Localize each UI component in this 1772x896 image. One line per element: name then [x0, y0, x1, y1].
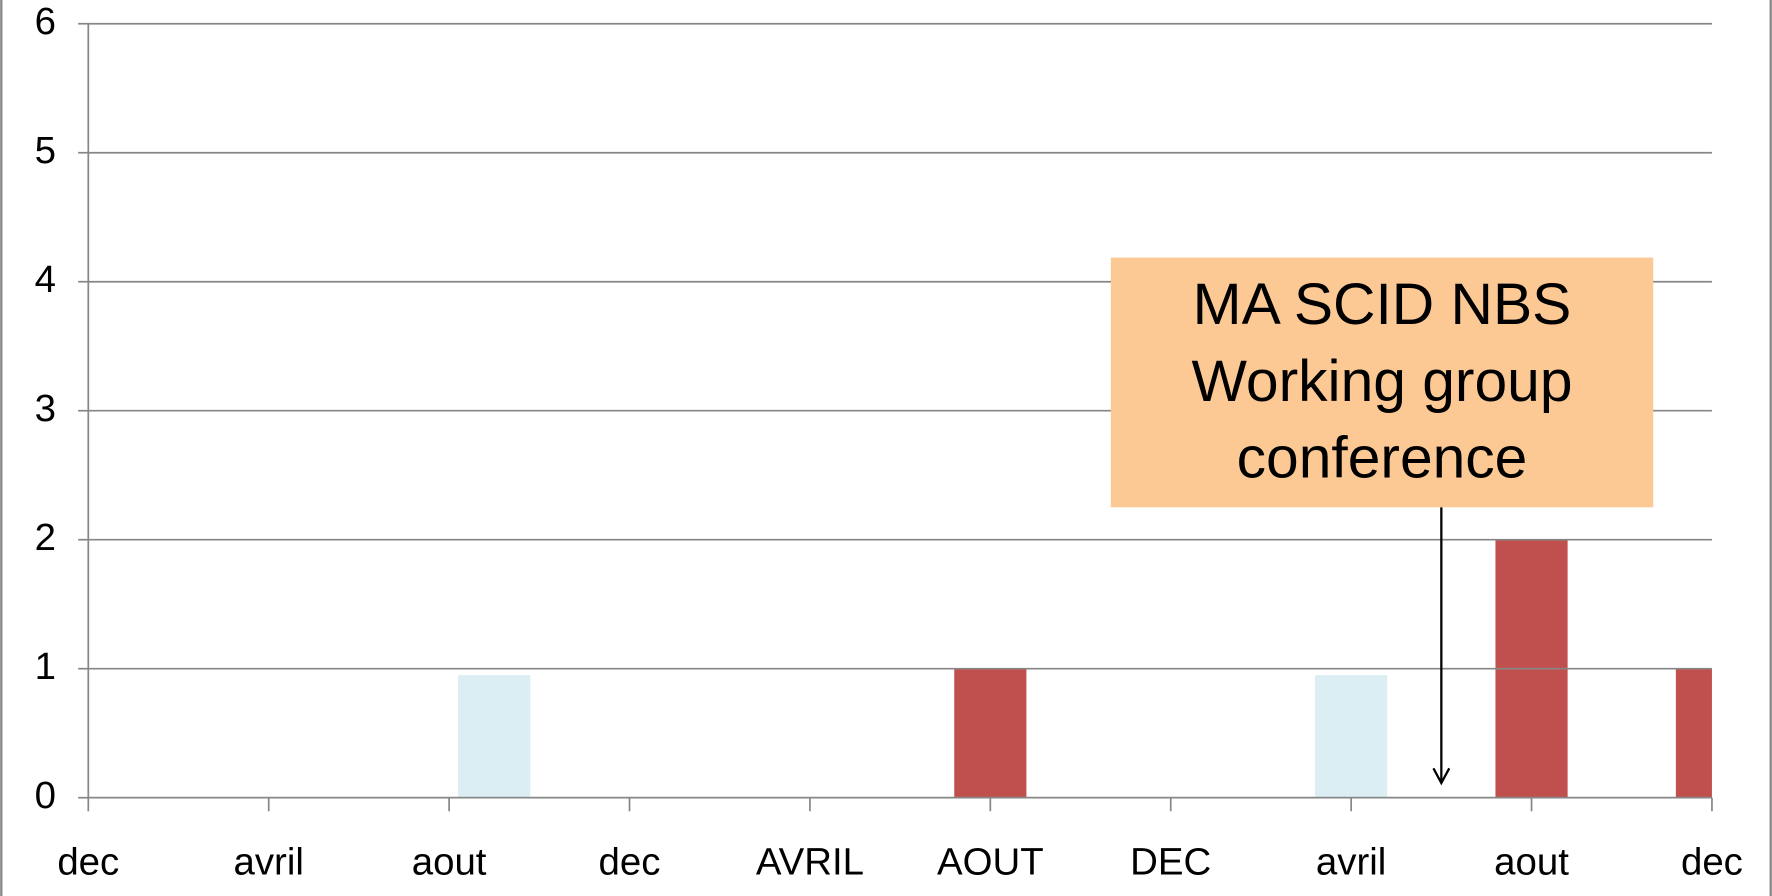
x-tick-label: DEC	[1130, 841, 1211, 884]
arrow-head	[1432, 767, 1451, 786]
x-tick-label: aout	[412, 841, 487, 884]
y-tick-label: 5	[35, 129, 56, 172]
x-tick-label: dec	[599, 841, 661, 884]
x-tick-label: AVRIL	[756, 841, 864, 884]
annotation-box	[1110, 257, 1654, 508]
bar	[1675, 668, 1712, 798]
annotation-text: MA SCID NBS	[1193, 272, 1572, 337]
annotation-text: Working group	[1192, 349, 1573, 414]
x-tick-label: dec	[57, 841, 119, 884]
x-tick-label: aout	[1494, 841, 1569, 884]
bar	[458, 675, 531, 798]
y-tick-label: 3	[35, 387, 56, 430]
x-tick-label: AOUT	[937, 841, 1044, 884]
y-tick-label: 6	[35, 0, 56, 43]
bar	[954, 668, 1027, 798]
bar	[1315, 675, 1388, 798]
x-tick-label: avril	[1316, 841, 1386, 884]
y-tick-label: 1	[35, 645, 56, 688]
y-tick-label: 4	[35, 258, 56, 301]
y-tick-label: 2	[35, 516, 56, 559]
x-tick-label: dec	[1681, 841, 1743, 884]
annotation-text: conference	[1237, 426, 1528, 491]
x-tick-label: avril	[233, 841, 303, 884]
y-tick-label: 0	[35, 774, 56, 817]
